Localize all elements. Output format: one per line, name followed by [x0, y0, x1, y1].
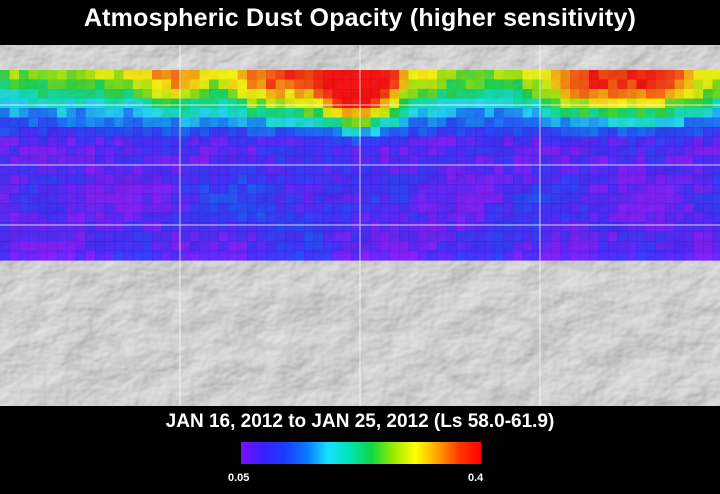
opacity-cell: [218, 250, 229, 261]
opacity-cell: [560, 250, 571, 261]
opacity-cell: [266, 250, 277, 261]
opacity-cell: [152, 250, 163, 261]
opacity-cell: [427, 250, 438, 261]
opacity-cell: [171, 250, 182, 261]
opacity-cell: [712, 250, 720, 261]
opacity-colorbar: [241, 442, 481, 464]
opacity-cell: [437, 250, 448, 261]
opacity-cell: [275, 250, 286, 261]
opacity-cell: [95, 250, 106, 261]
opacity-cell: [304, 250, 315, 261]
opacity-cell: [28, 250, 39, 261]
opacity-cell: [627, 250, 638, 261]
opacity-cell: [475, 250, 486, 261]
opacity-cell: [684, 250, 695, 261]
opacity-cell: [123, 250, 134, 261]
opacity-cell: [285, 250, 296, 261]
opacity-cell: [636, 250, 647, 261]
opacity-cell: [513, 250, 524, 261]
opacity-cell: [389, 250, 400, 261]
colorbar-max-label: 0.4: [468, 472, 484, 484]
opacity-cell: [66, 250, 77, 261]
opacity-cell: [76, 250, 87, 261]
opacity-cell: [332, 250, 343, 261]
opacity-cell: [199, 250, 210, 261]
opacity-cell: [503, 250, 514, 261]
opacity-cell: [142, 250, 153, 261]
opacity-cell: [703, 250, 714, 261]
opacity-cell: [9, 250, 20, 261]
opacity-cell: [38, 250, 49, 261]
opacity-cell: [608, 250, 619, 261]
opacity-cell: [209, 250, 220, 261]
opacity-cell: [313, 250, 324, 261]
opacity-cell: [256, 250, 267, 261]
opacity-cell: [665, 250, 676, 261]
opacity-cell: [418, 250, 429, 261]
opacity-cell: [674, 250, 685, 261]
opacity-cell: [589, 250, 600, 261]
opacity-cell: [323, 250, 334, 261]
opacity-cell: [342, 250, 353, 261]
map-title: Atmospheric Dust Opacity (higher sensiti…: [83, 4, 637, 32]
opacity-cell: [294, 250, 305, 261]
opacity-cell: [133, 250, 144, 261]
opacity-cell: [484, 250, 495, 261]
opacity-cell: [570, 250, 581, 261]
opacity-cell: [351, 250, 362, 261]
opacity-cell: [646, 250, 657, 261]
opacity-cell: [551, 250, 562, 261]
opacity-cell: [408, 250, 419, 261]
opacity-cell: [541, 250, 552, 261]
opacity-cell: [522, 250, 533, 261]
opacity-cell: [237, 250, 248, 261]
opacity-cell: [47, 250, 58, 261]
opacity-cell: [456, 250, 467, 261]
opacity-cell: [57, 250, 68, 261]
opacity-cell: [370, 250, 381, 261]
opacity-cell: [446, 250, 457, 261]
date-range-label: JAN 16, 2012 to JAN 25, 2012 (Ls 58.0-61…: [165, 411, 555, 432]
opacity-cell: [361, 250, 372, 261]
opacity-cell: [465, 250, 476, 261]
lat-lon-grid: [0, 45, 720, 406]
opacity-cell: [85, 250, 96, 261]
opacity-cell: [579, 250, 590, 261]
opacity-cell: [693, 250, 704, 261]
opacity-cell: [617, 250, 628, 261]
opacity-cell: [494, 250, 505, 261]
mars-map: [0, 45, 720, 406]
colorbar-min-label: 0.05: [228, 472, 250, 484]
opacity-cell: [19, 250, 30, 261]
opacity-cell: [380, 250, 391, 261]
opacity-cell: [228, 250, 239, 261]
opacity-cell: [190, 250, 201, 261]
opacity-cell: [532, 250, 543, 261]
opacity-cell: [0, 250, 11, 261]
opacity-cell: [655, 250, 666, 261]
opacity-cell: [180, 250, 191, 261]
opacity-cell: [598, 250, 609, 261]
opacity-cell: [114, 250, 125, 261]
opacity-cell: [161, 250, 172, 261]
opacity-cell: [104, 250, 115, 261]
opacity-cell: [399, 250, 410, 261]
opacity-cell: [247, 250, 258, 261]
